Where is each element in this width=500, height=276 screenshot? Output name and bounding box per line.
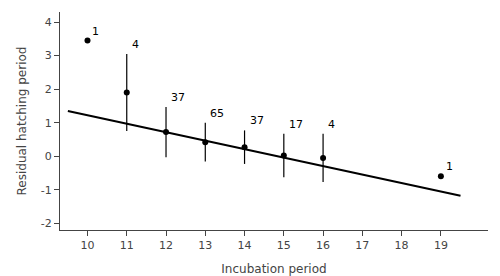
svg-text:12: 12 [159, 239, 173, 252]
svg-text:19: 19 [434, 239, 448, 252]
svg-text:4: 4 [328, 118, 335, 131]
svg-text:-2: -2 [41, 217, 52, 230]
svg-text:15: 15 [277, 239, 291, 252]
svg-text:10: 10 [80, 239, 94, 252]
svg-text:Residual hatching period: Residual hatching period [15, 47, 29, 196]
svg-text:4: 4 [45, 16, 52, 29]
svg-text:-1: -1 [41, 184, 52, 197]
svg-text:18: 18 [395, 239, 409, 252]
svg-text:37: 37 [250, 114, 264, 127]
svg-text:Incubation period: Incubation period [221, 262, 326, 276]
svg-text:1: 1 [92, 25, 99, 38]
svg-text:14: 14 [238, 239, 252, 252]
svg-text:4: 4 [132, 38, 139, 51]
svg-text:3: 3 [45, 49, 52, 62]
svg-text:0: 0 [45, 150, 52, 163]
svg-text:11: 11 [120, 239, 134, 252]
svg-text:16: 16 [316, 239, 330, 252]
svg-text:13: 13 [198, 239, 212, 252]
svg-text:1: 1 [45, 117, 52, 130]
svg-text:37: 37 [171, 91, 185, 104]
svg-text:17: 17 [289, 118, 303, 131]
svg-text:1: 1 [446, 160, 453, 173]
svg-text:2: 2 [45, 83, 52, 96]
svg-text:65: 65 [210, 107, 224, 120]
svg-text:17: 17 [355, 239, 369, 252]
